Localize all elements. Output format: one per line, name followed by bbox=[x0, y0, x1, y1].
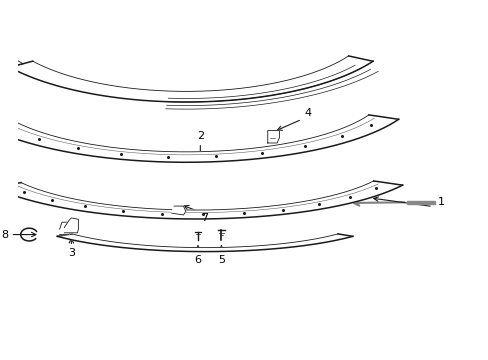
Text: 4: 4 bbox=[304, 108, 311, 117]
Text: 3: 3 bbox=[68, 248, 75, 258]
FancyArrow shape bbox=[407, 201, 434, 204]
Polygon shape bbox=[57, 234, 352, 252]
Polygon shape bbox=[60, 222, 71, 235]
Text: 2: 2 bbox=[196, 131, 203, 141]
Text: 7: 7 bbox=[201, 213, 208, 224]
Text: 8: 8 bbox=[1, 230, 8, 239]
Text: 6: 6 bbox=[194, 255, 201, 265]
Polygon shape bbox=[171, 206, 185, 215]
Polygon shape bbox=[64, 218, 78, 233]
Polygon shape bbox=[0, 181, 402, 219]
Polygon shape bbox=[10, 56, 372, 102]
Polygon shape bbox=[267, 131, 279, 143]
Text: 1: 1 bbox=[437, 197, 444, 207]
Polygon shape bbox=[0, 115, 398, 162]
Text: 5: 5 bbox=[218, 255, 224, 265]
